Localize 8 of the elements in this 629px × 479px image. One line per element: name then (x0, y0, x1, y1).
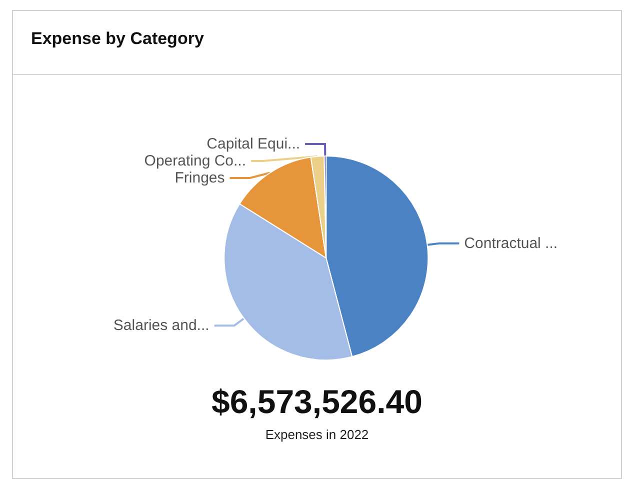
slice-label: Operating Co... (144, 152, 246, 170)
chart-title: Expense by Category (31, 29, 204, 49)
text: $6,573,526.40 (210, 383, 424, 421)
slice-label: Contractual ... (464, 234, 558, 252)
slice-label: Salaries and... (113, 317, 210, 334)
slice-label: Capital Equi... (206, 136, 300, 153)
text: Expenses in 2022 (264, 427, 370, 442)
slice-label: Fringes (174, 170, 225, 187)
